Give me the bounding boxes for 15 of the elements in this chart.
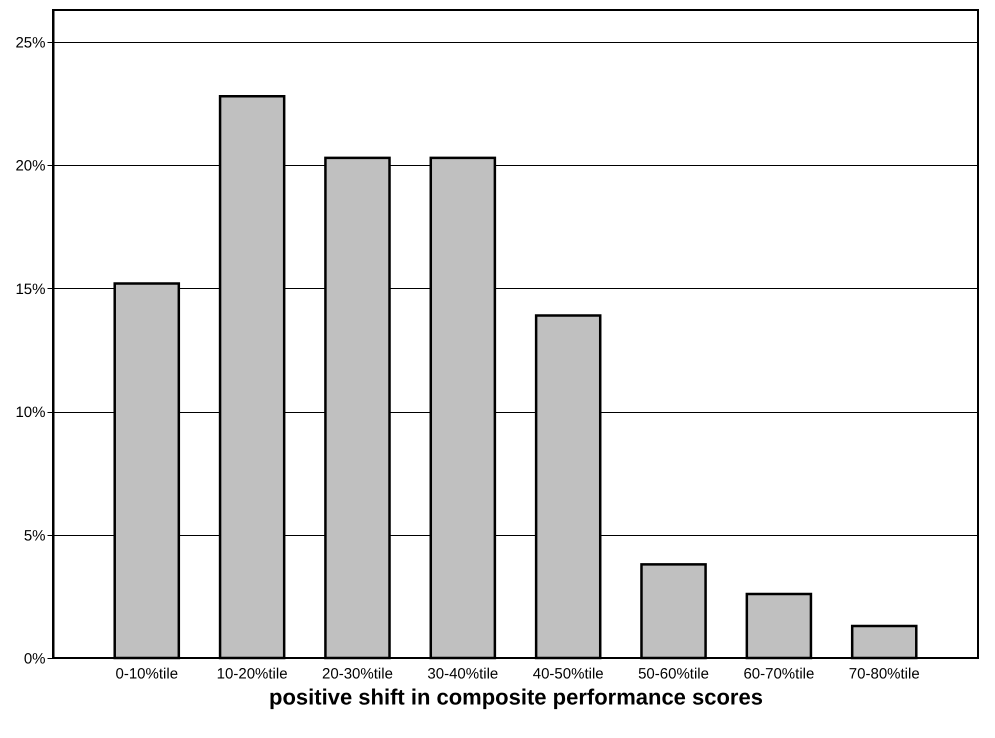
- x-tick-label: 20-30%tile: [322, 666, 393, 682]
- x-tick-label: 50-60%tile: [638, 666, 709, 682]
- x-tick-label: 10-20%tile: [216, 666, 288, 682]
- x-tick-label: 60-70%tile: [743, 666, 814, 682]
- x-axis-title: positive shift in composite performance scores: [269, 684, 763, 710]
- x-tick-label: 70-80%tile: [848, 666, 920, 682]
- y-tick-label: 25%: [15, 34, 46, 52]
- y-tick-label: 10%: [15, 404, 46, 422]
- x-tick-label: 40-50%tile: [532, 666, 604, 682]
- y-tick-label: 15%: [15, 280, 46, 298]
- y-tick-label: 20%: [15, 158, 46, 175]
- y-tick-label: 5%: [24, 527, 46, 544]
- y-tick-label: 0%: [24, 650, 46, 668]
- x-tick-label: 0-10%tile: [115, 666, 178, 682]
- x-tick-label: 30-40%tile: [427, 666, 498, 682]
